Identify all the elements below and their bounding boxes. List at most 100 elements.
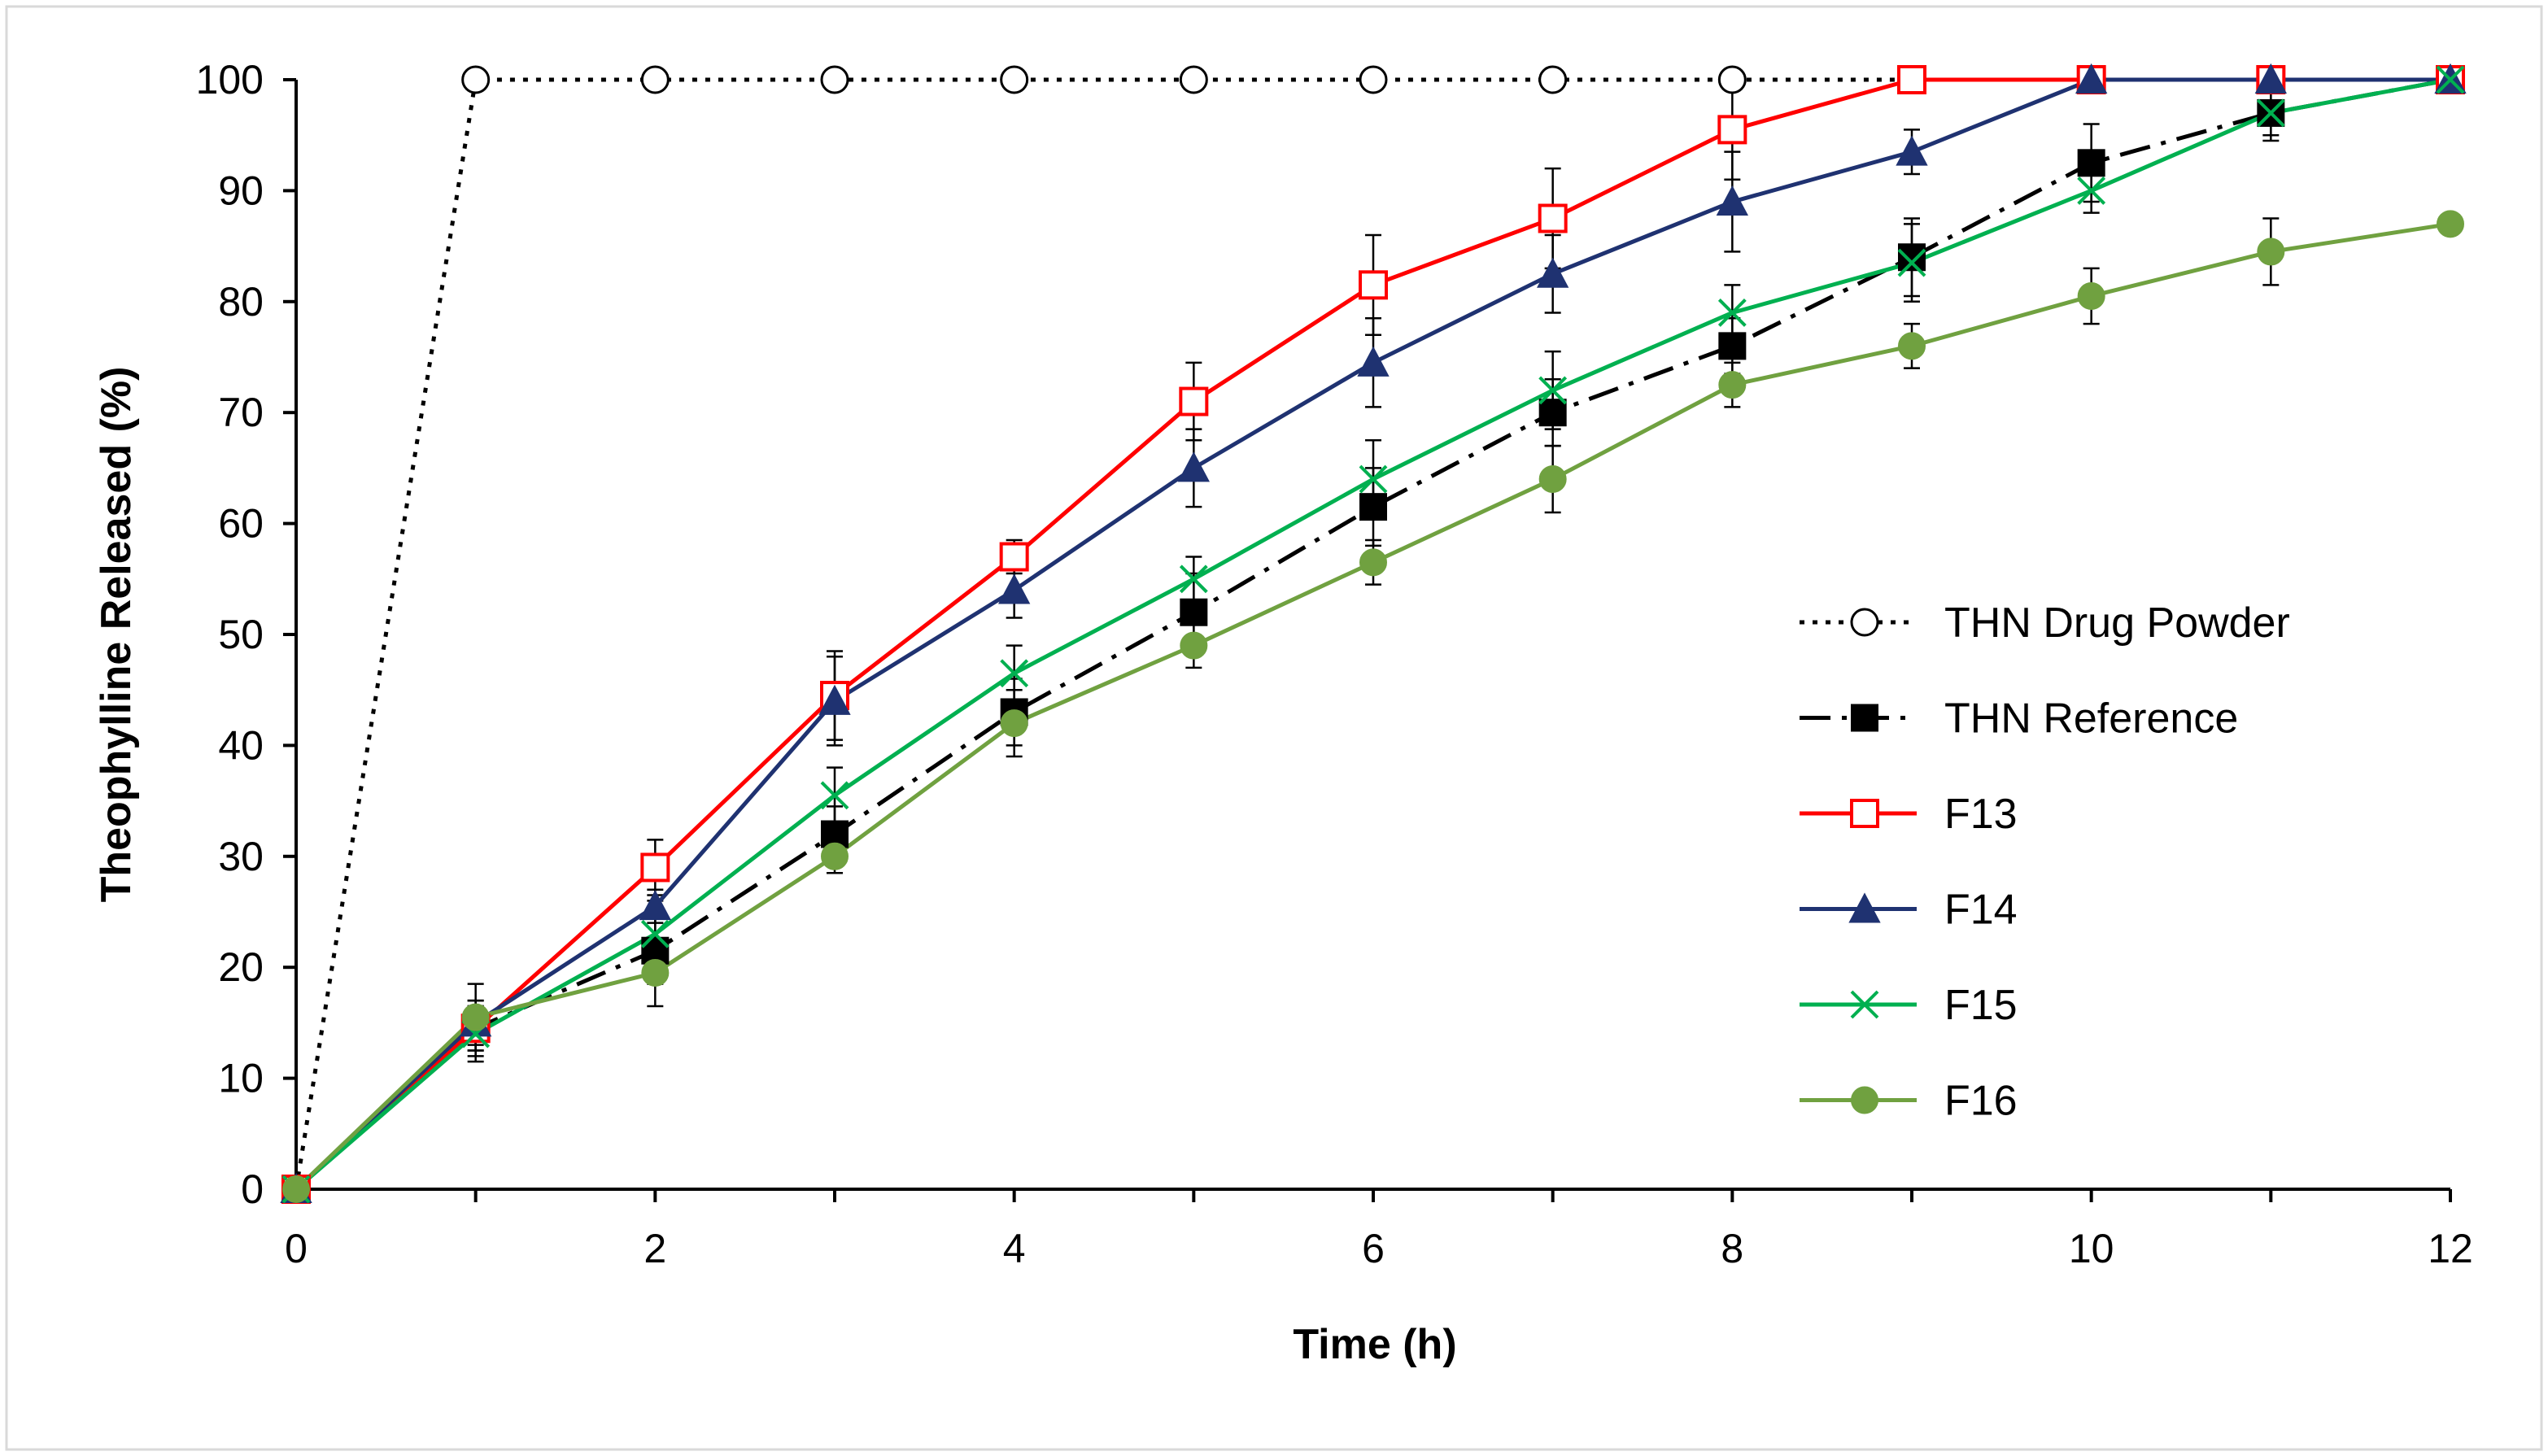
data-point [2437, 210, 2464, 238]
data-point [1359, 65, 1388, 94]
data-point [1177, 451, 1210, 482]
data-point-stroke [2256, 98, 2285, 128]
legend-swatch-marker-stroke [1850, 990, 1879, 1019]
data-point [1000, 659, 1029, 688]
data-point [1717, 299, 1747, 327]
data-point [1538, 465, 1567, 494]
y-tick-label: 10 [218, 1056, 264, 1101]
data-point [1716, 185, 1748, 216]
data-point [1538, 203, 1568, 233]
legend-swatch-marker [1851, 1086, 1878, 1114]
data-point [461, 65, 491, 94]
data-point-stroke [1717, 299, 1747, 327]
data-point [1000, 709, 1028, 738]
data-point [1359, 493, 1387, 521]
data-point [1538, 399, 1567, 427]
data-point [282, 1175, 310, 1203]
data-point-stroke [2436, 65, 2465, 94]
legend-label: F13 [1944, 791, 2018, 838]
data-point [640, 852, 670, 883]
data-point-stroke [640, 919, 670, 948]
legend-label: THN Reference [1944, 695, 2238, 743]
legend-label: F16 [1944, 1078, 2018, 1125]
data-point [1717, 65, 1747, 94]
x-tick-label: 6 [1362, 1226, 1385, 1271]
data-point [1538, 65, 1568, 94]
y-tick-label: 100 [196, 57, 264, 102]
data-point [461, 1003, 490, 1031]
legend-swatch-marker [1850, 990, 1879, 1019]
legend-swatch-marker [1848, 892, 1881, 923]
data-point [1896, 135, 1928, 166]
data-point [1359, 464, 1388, 494]
data-point [1898, 332, 1926, 360]
data-point [639, 890, 671, 921]
data-point [640, 919, 670, 948]
legend-item: F15 [1800, 982, 2018, 1029]
series-markers [280, 63, 2467, 1204]
data-point [2075, 63, 2108, 94]
data-point [818, 684, 851, 715]
data-point [2077, 176, 2106, 205]
data-point [1537, 257, 1569, 288]
legend-swatch-marker [1851, 704, 1878, 732]
legend-item: F13 [1800, 791, 2018, 838]
data-point [641, 959, 670, 987]
y-tick-label: 70 [218, 390, 264, 435]
y-tick-label: 80 [218, 279, 264, 325]
data-point [1180, 631, 1208, 660]
data-point-stroke [1000, 659, 1029, 688]
data-point [1897, 65, 1926, 94]
data-point [2256, 98, 2285, 128]
data-point [2077, 149, 2105, 177]
data-point [1718, 371, 1747, 399]
y-tick-label: 60 [218, 501, 264, 547]
legend-swatch-marker [1850, 608, 1879, 637]
legend-label: THN Drug Powder [1944, 599, 2290, 647]
legend-label: F14 [1944, 887, 2018, 934]
data-point [1180, 598, 1208, 626]
y-tick-label: 50 [218, 612, 264, 657]
x-tick-label: 8 [1721, 1226, 1743, 1271]
data-point [999, 542, 1029, 572]
data-point [640, 65, 670, 94]
data-point [821, 842, 849, 870]
y-tick-label: 40 [218, 722, 264, 768]
y-tick-label: 20 [218, 944, 264, 990]
chart-frame [5, 5, 2543, 1451]
data-point [1898, 243, 1926, 272]
axes-layer: 0 10 20 30 40 50 60 70 80 90 100 0 2 4 6 8 10 12 [196, 57, 2473, 1271]
data-point-stroke [1179, 565, 1208, 594]
legend-item: F16 [1800, 1078, 2018, 1125]
data-point [1718, 332, 1747, 360]
legend-item: F14 [1800, 887, 2018, 934]
y-tick-label: 30 [218, 834, 264, 879]
series-markers-6 [282, 210, 2464, 1203]
data-point [820, 65, 849, 94]
data-point [1359, 270, 1388, 300]
data-point [1179, 565, 1208, 594]
data-point [1357, 346, 1390, 377]
data-point [2254, 63, 2287, 94]
legend: THN Drug Powder THN Reference F13 F14 F15 F16 [1800, 599, 2290, 1125]
data-point [2257, 238, 2285, 266]
data-point [1179, 386, 1209, 416]
series-layer [280, 63, 2467, 1204]
data-point [1179, 65, 1208, 94]
legend-label: F15 [1944, 982, 2018, 1029]
data-point-stroke [2077, 176, 2106, 205]
data-point [1359, 548, 1387, 577]
data-point [2077, 281, 2105, 310]
legend-swatch-marker [1850, 799, 1879, 828]
legend-item: THN Reference [1800, 695, 2238, 743]
data-point-stroke [1538, 376, 1568, 405]
data-point [820, 781, 849, 810]
data-point [998, 573, 1031, 604]
y-tick-label: 0 [241, 1166, 264, 1212]
data-point [1717, 115, 1747, 145]
series-markers-5 [281, 65, 2465, 1204]
data-point-stroke [820, 781, 849, 810]
data-point [1897, 248, 1926, 277]
